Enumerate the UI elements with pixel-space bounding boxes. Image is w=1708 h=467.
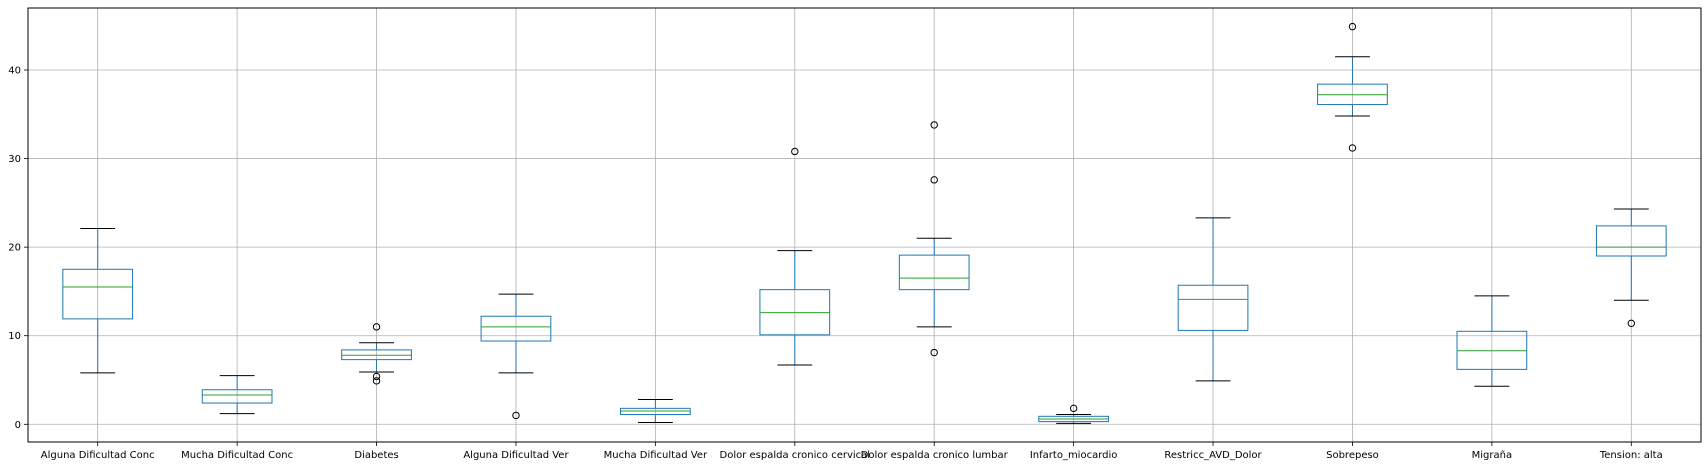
box-group <box>480 293 552 420</box>
outlier-point <box>930 121 938 129</box>
iqr-box <box>201 389 273 404</box>
iqr-box <box>1177 284 1249 331</box>
x-tick-label: Migraña <box>1472 450 1512 461</box>
x-tick-label: Dolor espalda cronico lumbar <box>861 450 1009 461</box>
box-group <box>1038 404 1109 424</box>
box-group <box>1177 217 1249 382</box>
box-group <box>1317 22 1388 152</box>
iqr-box <box>62 268 134 320</box>
x-tick-label: Mucha Dificultad Conc <box>181 450 293 461</box>
outlier-point <box>930 348 938 357</box>
box-group <box>341 323 412 385</box>
outlier-point <box>1348 22 1357 31</box>
box-group <box>898 121 970 357</box>
iqr-box <box>480 315 552 342</box>
x-tick-label: Dolor espalda cronico cervical <box>720 450 871 461</box>
outlier-point <box>930 176 938 184</box>
outlier-point <box>372 377 381 385</box>
axes: 0 10 20 30 40 Alguna Dificultad Conc Mucha Dif… <box>8 66 1662 462</box>
x-tick-label: Alguna Dificultad Conc <box>41 450 155 461</box>
x-tick-label: Mucha Dificultad Ver <box>604 450 708 461</box>
x-tick-label: Sobrepeso <box>1326 450 1379 461</box>
box-group <box>759 147 831 366</box>
y-tick-label: 30 <box>8 154 21 165</box>
boxes <box>62 22 1667 424</box>
outlier-point <box>1069 404 1078 413</box>
plot-frame <box>27 7 1702 443</box>
iqr-box <box>1595 225 1667 257</box>
outlier-point <box>372 372 381 381</box>
x-tick-label: Alguna Dificultad Ver <box>463 450 569 461</box>
box-group <box>1595 208 1667 328</box>
outlier-point <box>791 147 799 156</box>
iqr-box <box>898 254 970 291</box>
y-tick-label: 20 <box>8 243 21 254</box>
y-tick-label: 10 <box>8 331 21 342</box>
x-tick-label: Diabetes <box>354 450 398 461</box>
x-tick-label: Restricc_AVD_Dolor <box>1164 450 1262 461</box>
y-tick-label: 40 <box>8 66 21 77</box>
x-tick-label: Tension: alta <box>1599 450 1663 461</box>
box-group <box>201 375 273 415</box>
grid <box>28 8 1701 442</box>
outlier-point <box>372 323 381 331</box>
outlier-point <box>1627 319 1635 328</box>
box-group <box>62 228 134 374</box>
y-tick-label: 0 <box>15 420 21 431</box>
box-group <box>620 398 691 424</box>
outlier-point <box>512 411 520 420</box>
outlier-point <box>1348 144 1357 152</box>
x-tick-label: Infarto_miocardio <box>1030 450 1118 461</box>
box-group <box>1456 295 1528 387</box>
